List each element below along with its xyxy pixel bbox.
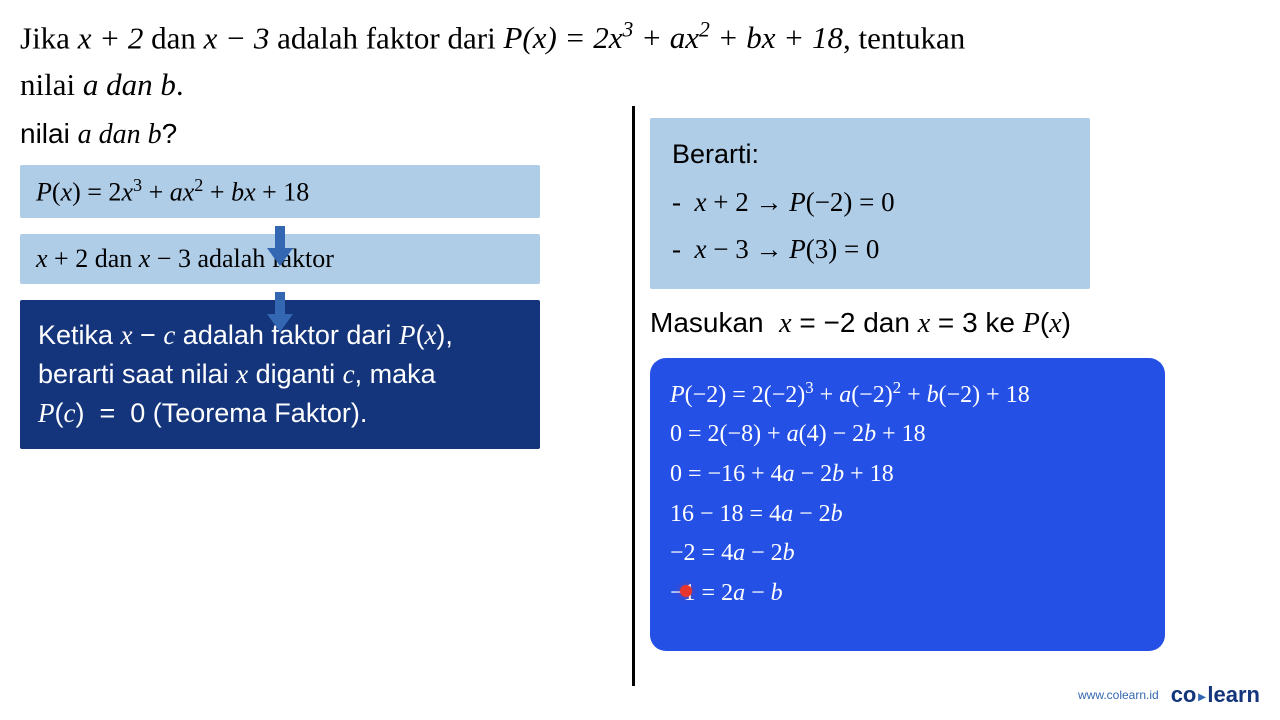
q-factor1: x + 2 bbox=[78, 20, 144, 55]
implication-item-2: - x − 3 → P(3) = 0 bbox=[672, 228, 1068, 271]
chevron-right-icon: ▸ bbox=[1198, 688, 1205, 704]
left-prompt: nilai a dan b? bbox=[20, 118, 590, 151]
left-column: nilai a dan b? P(x) = 2x3 + ax2 + bx + 1… bbox=[20, 118, 620, 651]
q-factor2: x − 3 bbox=[204, 20, 270, 55]
q-poly: P(x) = 2x3 + ax2 + bx + 18 bbox=[503, 20, 843, 55]
arrow-1 bbox=[20, 218, 540, 234]
implication-box: Berarti: - x + 2 → P(−2) = 0 - x − 3 → P… bbox=[650, 118, 1090, 289]
arrow-2 bbox=[20, 284, 540, 300]
right-column: Berarti: - x + 2 → P(−2) = 0 - x − 3 → P… bbox=[620, 118, 1220, 651]
q2-vars: a dan b bbox=[83, 67, 176, 102]
implication-item-1: - x + 2 → P(−2) = 0 bbox=[672, 181, 1068, 224]
footer-url: www.colearn.id bbox=[1078, 688, 1159, 702]
calc-line-1: P(−2) = 2(−2)3 + a(−2)2 + b(−2) + 18 bbox=[670, 374, 1145, 416]
q-mid1: dan bbox=[143, 20, 203, 55]
column-divider bbox=[632, 106, 635, 686]
substitution-instruction: Masukan x = −2 dan x = 3 ke P(x) bbox=[650, 307, 1220, 340]
calc-line-5: −2 = 4a − 2b bbox=[670, 534, 1145, 574]
q-mid2: adalah faktor dari bbox=[269, 20, 503, 55]
calc-line-2: 0 = 2(−8) + a(4) − 2b + 18 bbox=[670, 415, 1145, 455]
q2-prefix: nilai bbox=[20, 67, 83, 102]
q-suffix: , tentukan bbox=[843, 20, 965, 55]
q2-suffix: . bbox=[176, 67, 184, 102]
calc-line-4: 16 − 18 = 4a − 2b bbox=[670, 495, 1145, 535]
calc-line-6: −1 = 2a − b bbox=[670, 574, 1145, 614]
calc-line-3: 0 = −16 + 4a − 2b + 18 bbox=[670, 455, 1145, 495]
polynomial-box: P(x) = 2x3 + ax2 + bx + 18 bbox=[20, 165, 540, 218]
footer: www.colearn.id co▸learn bbox=[1078, 682, 1260, 708]
q-prefix: Jika bbox=[20, 20, 78, 55]
implication-title: Berarti: bbox=[672, 133, 1068, 176]
footer-logo: co▸learn bbox=[1171, 682, 1260, 708]
content-area: nilai a dan b? P(x) = 2x3 + ax2 + bx + 1… bbox=[0, 108, 1280, 651]
calculation-box: P(−2) = 2(−2)3 + a(−2)2 + b(−2) + 18 0 =… bbox=[650, 358, 1165, 652]
question-text: Jika x + 2 dan x − 3 adalah faktor dari … bbox=[0, 0, 1280, 108]
